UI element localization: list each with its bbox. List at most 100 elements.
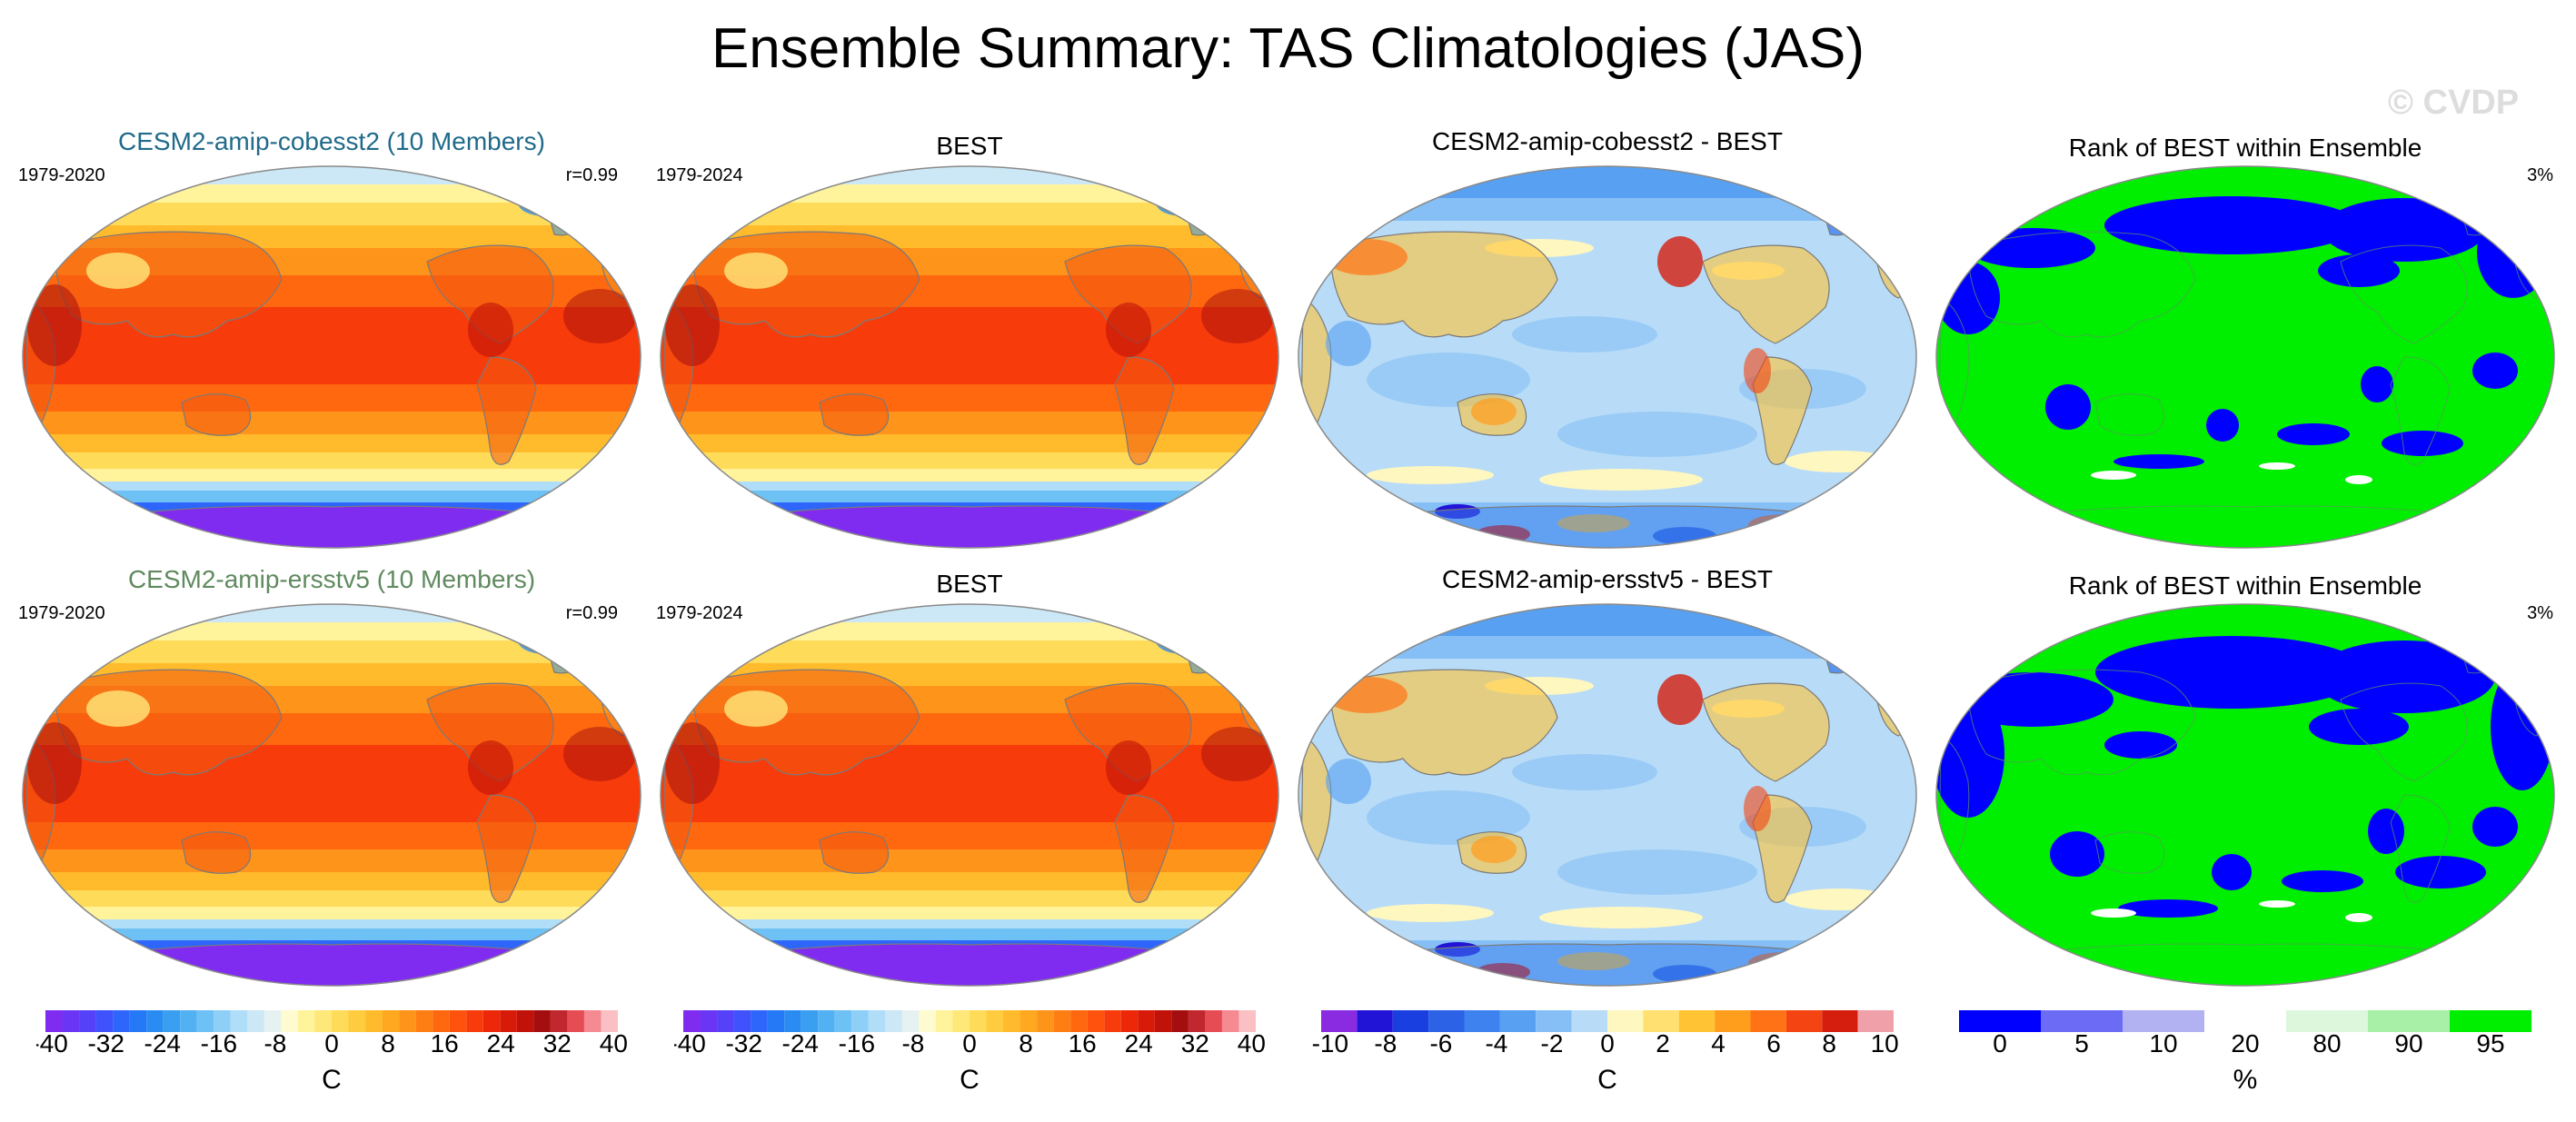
colorbar-tick-label: 8 (381, 1029, 395, 1054)
colorbar-box (1392, 1010, 1429, 1032)
colorbar-box (818, 1010, 835, 1032)
colorbar-box (382, 1010, 400, 1032)
colorbar-box (62, 1010, 80, 1032)
colorbar-box (433, 1010, 450, 1032)
colorbar-tick-label: -40 (674, 1029, 706, 1054)
colorbar-box (1536, 1010, 1572, 1032)
colorbar-box (415, 1010, 433, 1032)
colorbar-box (1715, 1010, 1751, 1032)
panel-left-label: 1979-2024 (656, 165, 743, 185)
colorbar-box (1087, 1010, 1105, 1032)
colorbar-tick-label: 0 (1993, 1029, 2007, 1054)
colorbar-box (500, 1010, 517, 1032)
panel-title: CESM2-amip-ersstv5 (10 Members) (127, 565, 536, 593)
panel-left-label: 1979-2020 (18, 165, 105, 185)
colorbar-box (601, 1010, 618, 1032)
colorbar-box (1037, 1010, 1054, 1032)
panel-title: Rank of BEST within Ensemble (2068, 571, 2422, 600)
colorbar-box (583, 1010, 602, 1032)
colorbar-box (399, 1010, 416, 1032)
colorbar-tick-label: -32 (725, 1029, 761, 1054)
colorbar-tick-label: 40 (1238, 1029, 1265, 1054)
panel-title: CESM2-amip-cobesst2 (10 Members) (118, 127, 545, 155)
colorbar-box (952, 1010, 970, 1032)
colorbar-box (247, 1010, 264, 1032)
colorbar-box (281, 1010, 298, 1032)
colorbar-box (1785, 1010, 1823, 1032)
map-panel-obs-best (660, 165, 1279, 549)
panel-right-label: 3% (2527, 165, 2553, 185)
colorbar-tick-label: -40 (36, 1029, 68, 1054)
colorbar-box (1607, 1010, 1644, 1032)
colorbar-tick-label: -10 (1312, 1029, 1348, 1054)
map-panel-difference (1298, 165, 1917, 549)
colorbar-tick-label: 0 (1600, 1029, 1615, 1054)
colorbar-tick-label: -24 (144, 1029, 181, 1054)
colorbar-tick-label: -2 (1541, 1029, 1564, 1054)
colorbar-box (214, 1010, 231, 1032)
colorbar-box (1321, 1010, 1358, 1032)
colorbar-box (733, 1010, 751, 1032)
colorbar-box (129, 1010, 147, 1032)
colorbar-box (1205, 1010, 1222, 1032)
colorbar-box (516, 1010, 534, 1032)
colorbar-tick-label: -16 (201, 1029, 237, 1054)
panel-title: CESM2-amip-ersstv5 - BEST (1441, 565, 1774, 593)
colorbar-tick-label: 32 (1181, 1029, 1209, 1054)
colorbar-tick-label: 90 (2394, 1029, 2422, 1054)
colorbar-box (1154, 1010, 1172, 1032)
colorbar-box (901, 1010, 920, 1032)
map-panel-rank (1935, 603, 2555, 987)
colorbar-box (230, 1010, 248, 1032)
colorbar-box (1238, 1010, 1256, 1032)
panel-right-label: r=0.99 (565, 165, 618, 185)
colorbar-box (1499, 1010, 1537, 1032)
colorbar-tick-label: 2 (1656, 1029, 1670, 1054)
panel-left-label: 1979-2020 (18, 603, 105, 623)
colorbar-box (2123, 1010, 2204, 1032)
colorbar-box (180, 1010, 197, 1032)
colorbar-box (466, 1010, 483, 1032)
colorbar-difference: -10 -8 -6 -4 -2 0 2 4 6 8 10 (1312, 1010, 1899, 1054)
colorbar-tick-label: 4 (1711, 1029, 1726, 1054)
colorbar-box (1678, 1010, 1716, 1032)
colorbar-box (1357, 1010, 1393, 1032)
colorbar-box (834, 1010, 852, 1032)
colorbar-unit-label: C (960, 1065, 980, 1095)
colorbar-box (885, 1010, 902, 1032)
colorbar-box (1053, 1010, 1071, 1032)
panel-left-label: 1979-2024 (656, 603, 743, 623)
colorbar-box (95, 1010, 114, 1032)
map-panel-difference (1298, 603, 1917, 987)
colorbar-box (767, 1010, 785, 1032)
colorbar-box (1019, 1010, 1038, 1032)
colorbar-box (297, 1010, 315, 1032)
colorbar-tick-label: 16 (431, 1029, 459, 1054)
colorbar-box (717, 1010, 734, 1032)
colorbar-box (2286, 1010, 2368, 1032)
colorbar-box (1750, 1010, 1786, 1032)
colorbar-box (348, 1010, 366, 1032)
colorbar-box (2204, 1010, 2286, 1032)
colorbar-box (365, 1010, 383, 1032)
colorbar-box (1138, 1010, 1155, 1032)
panel-title: BEST (936, 570, 1003, 598)
colorbar-box (1120, 1010, 1139, 1032)
colorbar-tick-label: -24 (782, 1029, 819, 1054)
figure-title: Ensemble Summary: TAS Climatologies (JAS… (711, 17, 1865, 80)
colorbar-box (314, 1010, 332, 1032)
colorbar-box (113, 1010, 130, 1032)
colorbar-unit-label: C (322, 1065, 342, 1095)
colorbar-box (1959, 1010, 2041, 1032)
colorbar-box (550, 1010, 568, 1032)
colorbar-tick-label: 40 (600, 1029, 627, 1054)
colorbar-box (2368, 1010, 2450, 1032)
colorbar-box (567, 1010, 584, 1032)
colorbar-tick-label: -4 (1485, 1029, 1507, 1054)
colorbar-box (1822, 1010, 1858, 1032)
colorbar-tick-label: -8 (1374, 1029, 1397, 1054)
colorbar-box (1571, 1010, 1607, 1032)
colorbar-tick-label: 6 (1766, 1029, 1781, 1054)
colorbar-tick-label: 8 (1822, 1029, 1836, 1054)
map-panel-obs-best (660, 603, 1279, 987)
